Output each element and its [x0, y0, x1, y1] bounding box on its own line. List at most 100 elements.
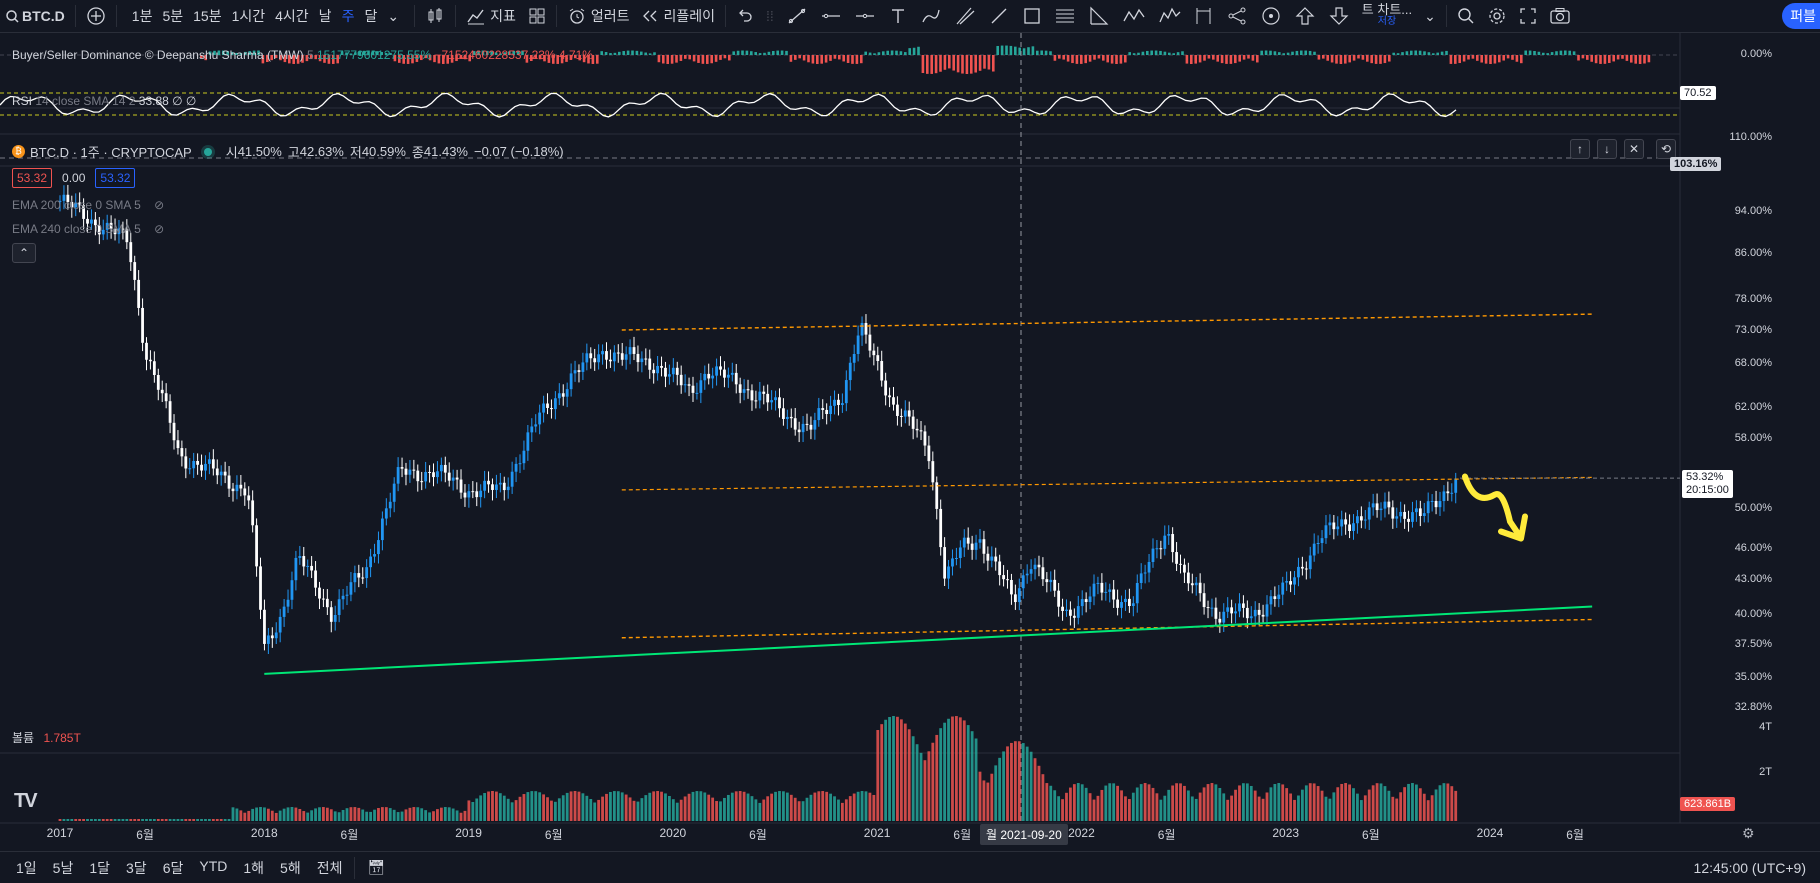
volume-bar — [844, 799, 848, 821]
eye-hidden-icon[interactable]: ⊘ — [154, 198, 165, 212]
range-1d[interactable]: 1일 — [16, 859, 37, 876]
fullscreen-icon[interactable] — [1513, 0, 1543, 33]
chart-canvas[interactable] — [0, 33, 1820, 853]
symbol-search[interactable]: BTC.D — [0, 0, 71, 33]
pattern-tool-icon[interactable] — [1116, 0, 1152, 33]
timezone-clock[interactable]: 12:45:00 (UTC+9) — [1693, 859, 1806, 876]
ema-1-label: EMA 200 close 0 SMA 5 — [12, 198, 141, 212]
date-range-icon[interactable] — [1188, 0, 1220, 33]
ray-tool-icon[interactable] — [982, 0, 1016, 33]
buy-button[interactable]: 53.32 — [95, 168, 136, 188]
volume-bar — [270, 810, 274, 821]
timeframe-month[interactable]: 달 — [364, 8, 378, 24]
ohlc-close-label: 종 — [411, 145, 424, 160]
timeframe-5m[interactable]: 5분 — [162, 8, 184, 24]
gear-icon[interactable] — [1481, 0, 1513, 33]
dominance-bar — [1445, 50, 1448, 55]
target-icon[interactable] — [1254, 0, 1288, 33]
divider — [115, 5, 117, 27]
timeframe-day[interactable]: 날 — [318, 8, 332, 24]
time-tick-label: 6월 — [544, 828, 563, 842]
volume-bar — [1120, 790, 1123, 821]
range-3m[interactable]: 3달 — [126, 859, 147, 876]
indicators-button[interactable]: 지표 — [460, 0, 522, 33]
range-6m[interactable]: 6달 — [162, 859, 184, 876]
volume-bar — [1359, 800, 1363, 821]
save-layout-button[interactable]: 트 차트... 저장 — [1356, 0, 1418, 33]
range-1y[interactable]: 1해 — [243, 859, 265, 876]
volume-bar — [1418, 788, 1422, 821]
maximize-pane-button[interactable]: ✕ — [1624, 139, 1644, 159]
candle-body — [903, 410, 907, 417]
fib-retracement-icon[interactable] — [1048, 0, 1082, 33]
gann-tool-icon[interactable] — [1082, 0, 1116, 33]
dominance-bar — [292, 55, 295, 64]
symbol-line[interactable]: BTC.D · 1주 · CRYPTOCAP — [30, 145, 192, 160]
timeframe-15m[interactable]: 15분 — [193, 8, 222, 24]
range-5d[interactable]: 5날 — [52, 859, 74, 876]
range-5y[interactable]: 5해 — [280, 859, 301, 876]
candle-body — [754, 400, 758, 402]
range-ytd[interactable]: YTD — [199, 857, 228, 874]
range-1m[interactable]: 1달 — [89, 859, 111, 876]
candle-body — [1065, 609, 1068, 611]
eye-hidden-icon[interactable]: ⊘ — [154, 222, 165, 236]
chevron-down-icon[interactable]: ⌄ — [1424, 7, 1436, 24]
dominance-bar — [200, 55, 203, 58]
arrow-up-icon[interactable] — [1288, 0, 1322, 33]
search-icon[interactable] — [1451, 0, 1481, 33]
dominance-bar — [723, 55, 727, 59]
horizontal-ray-icon[interactable] — [814, 0, 848, 33]
trendline-tool-icon[interactable] — [780, 0, 814, 33]
timeframe-1m[interactable]: 1분 — [131, 8, 153, 24]
dominance-bar — [965, 55, 969, 74]
volume-bar — [384, 807, 388, 821]
candle-body — [1131, 603, 1135, 607]
node-tool-icon[interactable] — [1220, 0, 1254, 33]
text-tool-icon[interactable] — [882, 0, 914, 33]
layouts-icon[interactable] — [522, 0, 552, 33]
undo-icon[interactable] — [730, 0, 760, 33]
dominance-bar — [987, 55, 991, 70]
publish-button[interactable]: 퍼블 — [1782, 3, 1820, 29]
volume-bar — [149, 819, 152, 821]
timeframe-1h[interactable]: 1시간 — [231, 8, 266, 24]
axis-settings-gear-icon[interactable]: ⚙ — [1742, 825, 1755, 841]
sell-button[interactable]: 53.32 — [12, 168, 53, 188]
price-tick-label: 68.00% — [1734, 357, 1772, 370]
time-tick-label: 6월 — [1157, 828, 1176, 842]
replay-button[interactable]: 리플레이 — [635, 0, 721, 33]
compare-add-button[interactable] — [80, 0, 112, 33]
dominance-bar — [406, 55, 410, 64]
candle-type-icon[interactable] — [419, 0, 451, 33]
move-pane-up-button[interactable]: ↑ — [1570, 139, 1590, 159]
dominance-bar — [1480, 55, 1483, 63]
timeframe-week[interactable]: 주 — [341, 8, 355, 24]
candle-body — [609, 359, 612, 362]
tradingview-logo[interactable]: TV — [14, 790, 38, 812]
dominance-bar — [1027, 47, 1030, 55]
brush-tool-icon[interactable] — [914, 0, 948, 33]
candle-body — [687, 384, 691, 386]
goto-date-icon[interactable]: 📅︎ — [367, 859, 386, 875]
dominance-bar — [1181, 51, 1184, 55]
collapse-legend-button[interactable]: ⌃ — [12, 243, 36, 263]
candle-body — [974, 542, 978, 550]
range-all[interactable]: 전체 — [316, 859, 343, 876]
drag-handle-icon[interactable]: ⁞⁞ — [766, 8, 774, 24]
alert-button[interactable]: 얼러트 — [561, 0, 636, 33]
candle-body — [553, 398, 557, 410]
restore-pane-button[interactable]: ⟲ — [1656, 139, 1676, 159]
elliott-wave-icon[interactable] — [1152, 0, 1188, 33]
horizontal-line-icon[interactable] — [848, 0, 882, 33]
rectangle-tool-icon[interactable] — [1016, 0, 1048, 33]
candle-body — [888, 395, 891, 398]
camera-icon[interactable] — [1543, 0, 1577, 33]
timeframe-4h[interactable]: 4시간 — [275, 8, 309, 24]
pitchfork-tool-icon[interactable] — [948, 0, 982, 33]
arrow-down-icon[interactable] — [1322, 0, 1356, 33]
candle-body — [664, 367, 667, 377]
move-pane-down-button[interactable]: ↓ — [1597, 139, 1617, 159]
chevron-down-icon[interactable]: ⌄ — [387, 7, 400, 24]
volume-bar — [774, 791, 777, 821]
